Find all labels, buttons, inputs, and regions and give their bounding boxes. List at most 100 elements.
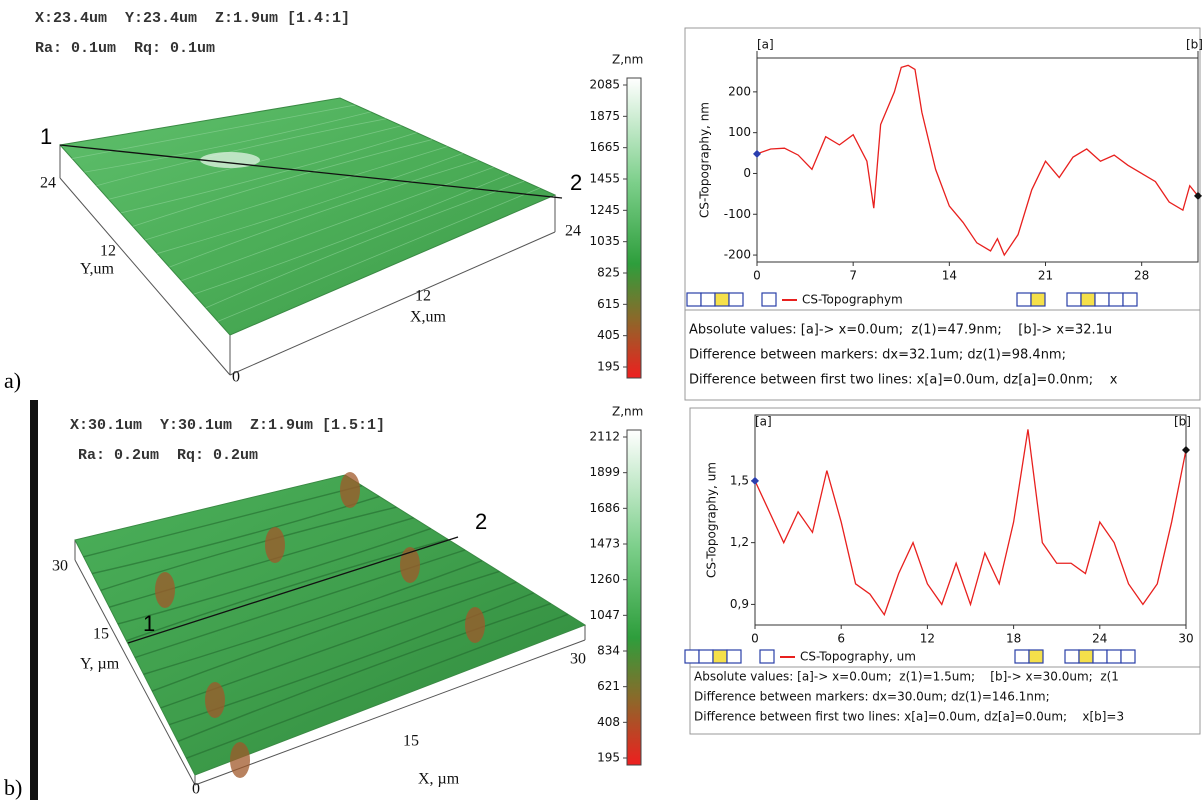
- info-line: Difference between markers: dx=32.1um; d…: [689, 348, 1066, 363]
- surface-texture: [72, 104, 356, 159]
- scale-button[interactable]: [1028, 649, 1044, 664]
- surface-label: 2: [570, 170, 582, 195]
- y-tick-label: 1,5: [730, 473, 749, 487]
- nav-button[interactable]: [700, 292, 716, 307]
- nav-button[interactable]: [698, 649, 714, 664]
- scale-button[interactable]: [1016, 292, 1032, 307]
- surface-label: X,um: [410, 309, 447, 326]
- marker-b-diamond: [1182, 446, 1190, 454]
- surface-axis: [229, 231, 556, 376]
- plot-area: [756, 57, 1199, 263]
- scale-button[interactable]: [1030, 292, 1046, 307]
- surface-label: Y,um: [80, 261, 114, 278]
- nav-button[interactable]: [1094, 292, 1110, 307]
- header-text: Ra: 0.1um Rq: 0.1um: [35, 40, 215, 57]
- x-tick-label: 21: [1038, 269, 1053, 283]
- surface-texture: [144, 146, 448, 241]
- surface-label: 0: [232, 369, 240, 386]
- x-tick-label: 0: [751, 632, 759, 646]
- colorbar-tick-label: 2112: [589, 430, 620, 444]
- profile-curve: [756, 64, 1199, 257]
- colorbar-tick-label: 1245: [589, 203, 620, 217]
- nav-button[interactable]: [728, 292, 744, 307]
- nav-button[interactable]: [1122, 292, 1138, 307]
- header-text: X:30.1um Y:30.1um Z:1.9um [1.5:1]: [70, 417, 385, 434]
- nav-button[interactable]: [1106, 649, 1122, 664]
- plot-area: [754, 414, 1187, 626]
- surface-label: 12: [415, 288, 431, 305]
- x-tick-label: 14: [942, 269, 957, 283]
- surface-peak: [400, 547, 420, 583]
- colorbar-tick-label: 1047: [589, 608, 620, 622]
- nav-button[interactable]: [1080, 292, 1096, 307]
- surface-texture: [100, 506, 397, 592]
- nav-button[interactable]: [1120, 649, 1136, 664]
- colorbar-tick-label: 1875: [589, 109, 620, 123]
- marker-a: [a]: [757, 38, 774, 52]
- info-line: Difference between markers: dx=30.0um; d…: [694, 690, 1050, 704]
- surface-label: X, µm: [418, 771, 460, 788]
- marker-b-diamond: [1194, 191, 1202, 200]
- surface-texture: [120, 132, 417, 214]
- colorbar-tick-label: 408: [597, 715, 620, 729]
- nav-button[interactable]: [714, 292, 730, 307]
- y-axis-label: CS-Topography, um: [705, 462, 719, 578]
- colorbar-tick-label: 405: [597, 328, 620, 342]
- x-tick-label: 12: [920, 632, 935, 646]
- nav-button[interactable]: [1066, 292, 1082, 307]
- surface-peak: [230, 742, 250, 778]
- scale-button[interactable]: [1014, 649, 1030, 664]
- nav-button[interactable]: [712, 649, 728, 664]
- surface-peak: [265, 527, 285, 563]
- nav-button[interactable]: [1078, 649, 1094, 664]
- surface-texture: [205, 180, 525, 309]
- legend-label: CS-Topographym: [802, 293, 903, 307]
- x-tick-label: 30: [1178, 632, 1193, 646]
- colorbar-tick-label: 1455: [589, 172, 620, 186]
- y-axis-label: CS-Topography, nm: [698, 102, 712, 218]
- surface-texture: [193, 173, 510, 295]
- surface-texture: [117, 527, 431, 625]
- colorbar-tick-label: 1473: [589, 537, 620, 551]
- nav-button[interactable]: [1092, 649, 1108, 664]
- nav-button[interactable]: [1108, 292, 1124, 307]
- surface-label: 24: [565, 223, 581, 240]
- profile-line: [59, 144, 563, 199]
- y-tick-label: 100: [728, 125, 751, 139]
- nav-button[interactable]: [1064, 649, 1080, 664]
- colorbar: [626, 429, 642, 766]
- surface-peak: [205, 682, 225, 718]
- colorbar-tick-label: 615: [597, 297, 620, 311]
- info-line: Difference between first two lines: x[a]…: [689, 373, 1118, 388]
- x-tick-label: 18: [1006, 632, 1021, 646]
- surface-label: 0: [192, 781, 200, 798]
- surface-label: 24: [40, 175, 56, 192]
- x-tick-label: 0: [753, 269, 761, 283]
- view-button[interactable]: [761, 292, 777, 307]
- surface-label: 1: [143, 611, 155, 636]
- x-tick-label: 28: [1134, 269, 1149, 283]
- colorbar-tick-label: 1665: [589, 140, 620, 154]
- surface-label: 30: [570, 651, 586, 668]
- surface-texture: [186, 613, 569, 759]
- marker-b: [b]: [1186, 38, 1203, 52]
- marker-a-diamond: [751, 476, 759, 485]
- info-line: Absolute values: [a]-> x=0.0um; z(1)=1.5…: [694, 670, 1119, 684]
- surface-label: 1: [40, 124, 52, 149]
- surface-label: 2: [475, 509, 487, 534]
- colorbar-tick-label: 1260: [589, 572, 620, 586]
- y-tick-label: -100: [724, 207, 751, 221]
- nav-button[interactable]: [726, 649, 742, 664]
- surface-label: 12: [100, 243, 116, 260]
- view-button[interactable]: [759, 649, 775, 664]
- header-text: Ra: 0.2um Rq: 0.2um: [78, 447, 258, 464]
- nav-button[interactable]: [686, 292, 702, 307]
- profile-curve: [754, 429, 1187, 617]
- surface-label: 30: [52, 558, 68, 575]
- y-tick-label: -200: [724, 248, 751, 262]
- surface-peak: [155, 572, 175, 608]
- surface-label: 15: [93, 626, 109, 643]
- y-tick-label: 0: [743, 166, 751, 180]
- nav-button[interactable]: [684, 649, 700, 664]
